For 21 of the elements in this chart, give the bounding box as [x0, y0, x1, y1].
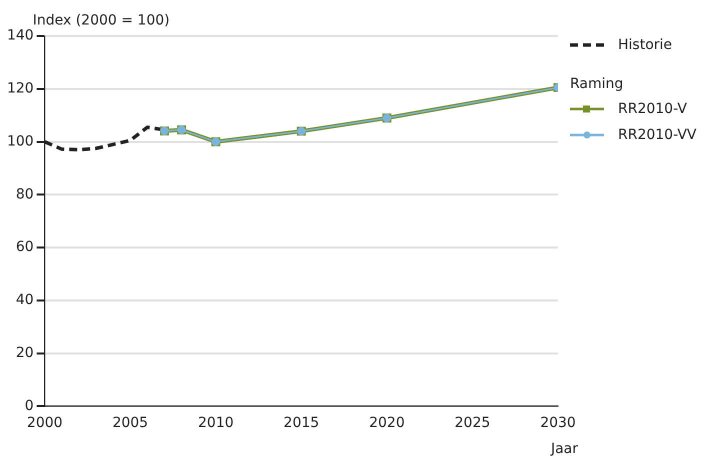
legend-label: RR2010-VV — [618, 127, 696, 143]
y-tick-label: 0 — [24, 398, 34, 414]
y-tick-label: 120 — [6, 80, 34, 97]
x-tick-label: 2000 — [26, 415, 63, 432]
legend-title: Raming — [570, 75, 624, 94]
x-tick-label: 2010 — [198, 415, 234, 432]
y-tick-label: 20 — [16, 344, 34, 361]
y-tick-label: 140 — [6, 28, 34, 44]
y-tick-label: 80 — [16, 186, 34, 202]
x-tick-label: 2020 — [369, 415, 405, 432]
x-tick-label: 2005 — [112, 415, 148, 432]
y-tick-label: 40 — [16, 292, 34, 308]
x-tick-label: 2015 — [284, 415, 320, 432]
y-tick-label: 60 — [16, 239, 34, 256]
legend-label: Historie — [618, 37, 672, 53]
x-tick-label: 2030 — [540, 415, 576, 432]
x-axis-title: Jaar — [550, 440, 578, 457]
y-axis-title: Index (2000 = 100) — [32, 12, 170, 29]
legend-label: RR2010-V — [618, 101, 687, 117]
y-tick-label: 100 — [6, 133, 34, 150]
x-tick-label: 2025 — [454, 415, 490, 432]
